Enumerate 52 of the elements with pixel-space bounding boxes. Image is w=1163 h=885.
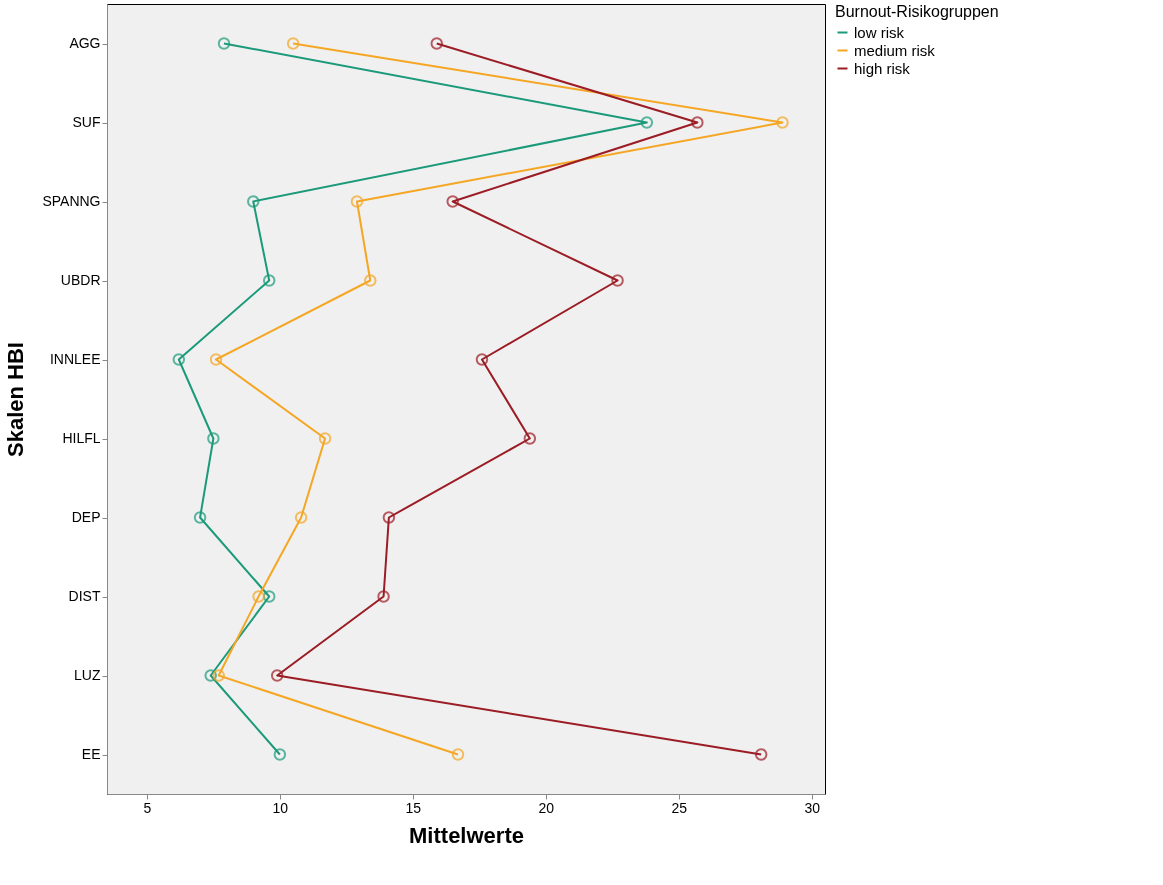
point [217,37,231,50]
point [193,511,207,524]
point [207,432,220,445]
point [364,274,377,287]
point [262,274,276,287]
point [318,432,332,445]
y-tick-label: SPANNG [42,193,101,209]
point [640,116,654,129]
point [247,195,260,208]
x-tick-label: 25 [671,799,688,816]
point [475,353,489,366]
legend-title: Burnout-Risikogruppen [835,3,999,20]
y-tick-label: DEP [71,509,101,525]
y-tick-label: LUZ [74,667,101,683]
point [382,511,396,524]
y-tick-label: HILFL [62,430,101,446]
point [209,353,223,366]
point [172,353,186,366]
y-tick-label: INNLEE [49,351,101,367]
y-tick-label: SUF [72,114,101,130]
legend-label: medium risk [854,41,936,59]
point [691,116,704,129]
legend-label: high risk [854,59,911,77]
point [523,432,537,445]
point [204,669,217,682]
y-tick-label: AGG [69,35,101,51]
point [776,116,789,129]
y-axis-title: Skalen HBI [3,342,29,457]
x-axis-title: Mittelwerte [409,822,524,848]
point [273,748,287,761]
x-tick-label: 10 [272,799,289,816]
point [212,669,225,682]
legend-label: low risk [854,23,905,41]
point [262,590,276,603]
point [611,274,624,287]
point [430,37,443,50]
point [252,590,265,603]
x-tick-label: 15 [405,799,422,816]
point [350,195,364,208]
point [451,748,465,761]
x-tick-label: 30 [804,799,821,816]
x-tick-label: 20 [538,799,555,816]
point [446,195,459,208]
x-tick-label: 5 [143,799,152,816]
point [754,748,768,761]
point [294,511,308,524]
point [377,590,390,603]
point [270,669,284,682]
y-tick-label: DIST [68,588,101,604]
y-tick-label: EE [81,746,101,762]
y-tick-label: UBDR [60,272,101,288]
point [286,37,300,50]
